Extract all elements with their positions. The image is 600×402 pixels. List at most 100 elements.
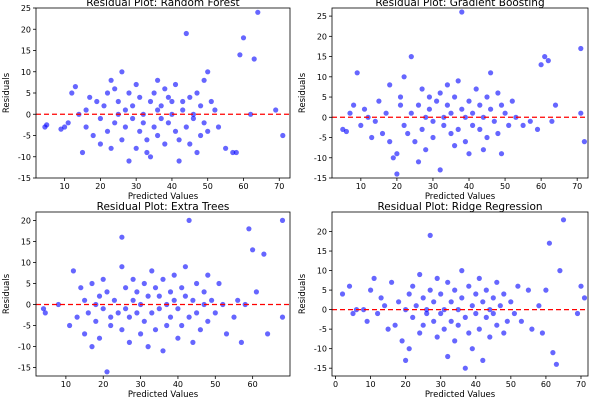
y-tick-label: -15 <box>314 364 327 373</box>
data-point <box>169 98 175 105</box>
data-point <box>462 114 468 120</box>
data-point <box>430 118 436 124</box>
data-point <box>423 114 429 120</box>
data-point <box>78 285 84 291</box>
data-point <box>186 314 192 320</box>
data-point <box>130 276 136 282</box>
x-tick-label: 0 <box>333 380 338 389</box>
data-point <box>100 276 106 282</box>
y-tick-label: -5 <box>23 132 31 141</box>
data-point <box>339 291 346 297</box>
data-point <box>487 334 493 340</box>
data-point <box>508 299 514 305</box>
data-point <box>490 295 496 301</box>
plot-frame <box>331 211 589 377</box>
data-point <box>172 128 179 134</box>
data-point <box>134 310 140 316</box>
data-point <box>123 306 129 312</box>
data-point <box>205 69 211 75</box>
data-point <box>190 115 196 122</box>
data-point <box>198 132 204 139</box>
x-axis-label: Predicted Values <box>425 192 496 202</box>
data-point <box>487 307 493 313</box>
data-point <box>424 307 430 313</box>
data-point <box>390 155 396 161</box>
data-point <box>480 299 486 305</box>
x-tick-label: 10 <box>356 182 366 191</box>
data-point <box>441 326 447 332</box>
data-point <box>462 365 468 371</box>
data-point <box>85 310 91 316</box>
data-point <box>385 326 391 332</box>
x-tick-label: 70 <box>576 380 586 389</box>
data-point <box>133 145 139 151</box>
data-point <box>62 124 68 130</box>
data-point <box>251 56 257 62</box>
data-point <box>361 106 368 112</box>
data-point <box>112 120 118 126</box>
data-point <box>205 318 211 324</box>
data-point <box>497 303 503 309</box>
data-point <box>495 90 501 96</box>
data-point <box>538 62 544 68</box>
data-point <box>165 120 171 126</box>
data-point <box>511 310 517 317</box>
data-point <box>506 122 512 128</box>
data-point <box>368 287 374 293</box>
data-point <box>417 271 423 278</box>
data-point <box>420 322 426 328</box>
data-point <box>175 306 181 312</box>
data-point <box>419 86 425 92</box>
data-point <box>201 120 207 126</box>
data-point <box>423 147 429 153</box>
data-point <box>529 326 535 332</box>
data-point <box>419 126 425 132</box>
data-point <box>445 353 451 360</box>
data-point <box>152 285 159 291</box>
data-point <box>82 331 88 337</box>
data-point <box>480 114 486 120</box>
data-point <box>97 141 103 147</box>
data-point <box>156 306 162 312</box>
data-point <box>235 297 241 303</box>
data-point <box>382 303 388 309</box>
data-point <box>358 122 364 128</box>
data-point <box>250 247 256 253</box>
y-tick-label: 5 <box>26 279 31 288</box>
data-point <box>238 339 244 345</box>
data-point <box>187 94 193 100</box>
data-point <box>483 314 489 320</box>
data-point <box>520 122 526 128</box>
data-point <box>396 299 402 305</box>
subplot-3: 10 20 30 40 50 60 -15 -10 -5 0 5 10 15 20 Residual Plo… <box>2 201 291 400</box>
data-point <box>94 98 100 105</box>
data-point <box>255 9 261 15</box>
data-point <box>452 338 458 344</box>
x-axis-label: Predicted Values <box>128 390 199 400</box>
data-point <box>115 98 121 105</box>
data-point <box>401 74 407 80</box>
y-tick-label: -10 <box>18 153 31 162</box>
data-point <box>164 322 170 329</box>
data-point <box>149 310 155 316</box>
data-point <box>480 357 486 363</box>
data-point <box>182 264 188 270</box>
data-point <box>197 327 203 333</box>
data-point <box>194 310 200 316</box>
data-point <box>536 303 542 309</box>
data-point <box>437 90 443 96</box>
data-point <box>491 118 497 124</box>
data-point <box>100 306 106 312</box>
data-point <box>389 279 395 285</box>
data-point <box>448 130 454 137</box>
data-point <box>426 106 432 112</box>
data-point <box>205 128 211 134</box>
data-point <box>280 132 286 139</box>
data-point <box>417 330 423 336</box>
data-point <box>477 102 483 108</box>
data-point <box>134 289 140 295</box>
y-tick-label: -5 <box>319 325 327 334</box>
data-point <box>369 134 375 141</box>
data-point <box>387 82 393 88</box>
data-point <box>350 310 356 317</box>
